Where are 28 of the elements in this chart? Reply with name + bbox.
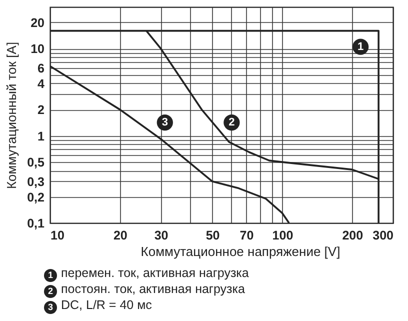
legend-label: 3 (44, 301, 57, 314)
y-tick-label: 10 (30, 42, 45, 56)
y-tick-label: 0,1 (27, 216, 45, 230)
y-tick-label: 6 (38, 61, 45, 76)
y-tick-label: 4 (38, 76, 45, 91)
y-tick-label: 0,5 (27, 156, 45, 170)
y-tick-label: 1 (38, 129, 45, 144)
x-tick-label: 100 (272, 228, 294, 242)
text: 1 (48, 270, 53, 280)
y-axis-title: Коммутационный ток [A] (4, 42, 20, 190)
text: 2 (228, 116, 235, 129)
text: постоян. ток, активная нагрузка (61, 282, 245, 296)
series-label: 1 (358, 40, 364, 53)
y-tick-label: 2 (38, 103, 45, 118)
x-tick-label: 70 (240, 228, 254, 242)
y-tick-label: 0,2 (27, 190, 45, 204)
x-tick-label: 20 (113, 228, 128, 242)
x-axis-title: Коммутационное напряжение [V] (140, 244, 340, 259)
x-tick-label: 50 (206, 228, 220, 242)
x-tick-label: 200 (342, 228, 364, 242)
text: DC, L/R = 40 мс (61, 298, 152, 312)
text: 3 (162, 116, 168, 129)
x-tick-label: 30 (154, 228, 168, 242)
text: перемен. ток, активная нагрузка (61, 266, 249, 280)
y-tick-label: 0,3 (27, 174, 45, 189)
y-tick-label: 20 (30, 16, 45, 30)
x-tick-label: 300 (372, 228, 394, 242)
x-tick-label: 10 (50, 228, 64, 242)
